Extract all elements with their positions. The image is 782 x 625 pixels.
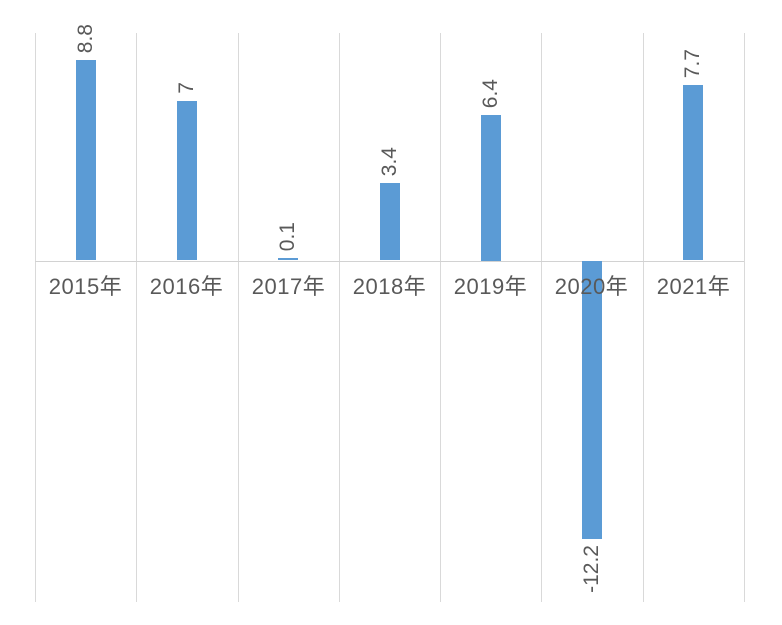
category-gridline (35, 33, 36, 602)
data-label: 6.4 (479, 78, 502, 108)
x-axis-label: 2017年 (251, 274, 326, 299)
x-axis-label: 2016年 (149, 274, 224, 299)
x-axis-label: 2015年 (48, 274, 123, 299)
data-label: 0.1 (276, 221, 299, 251)
x-axis-line (35, 261, 744, 262)
x-axis-label: 2021年 (656, 274, 731, 299)
bar-2018 (380, 183, 400, 260)
data-label: 7.7 (681, 48, 704, 78)
bar-2016 (177, 101, 197, 260)
category-gridline (642, 33, 644, 602)
x-axis-label: 2020年 (554, 274, 629, 299)
bar-2020 (582, 261, 602, 539)
data-label: 8.8 (74, 23, 97, 53)
x-axis-label: 2018年 (352, 274, 427, 299)
category-gridline (541, 33, 543, 602)
category-gridline (440, 33, 442, 602)
category-gridline (338, 33, 340, 602)
category-gridline (237, 33, 239, 602)
bar-2017 (278, 258, 298, 260)
bar-2019 (481, 115, 501, 261)
data-label: -12.2 (580, 545, 603, 593)
category-gridline (136, 33, 138, 602)
bar-2015 (76, 60, 96, 260)
category-gridline (744, 33, 745, 602)
x-axis-label: 2019年 (453, 274, 528, 299)
bar-2021 (683, 85, 703, 260)
data-label: 3.4 (378, 146, 401, 176)
data-label: 7 (175, 82, 198, 94)
